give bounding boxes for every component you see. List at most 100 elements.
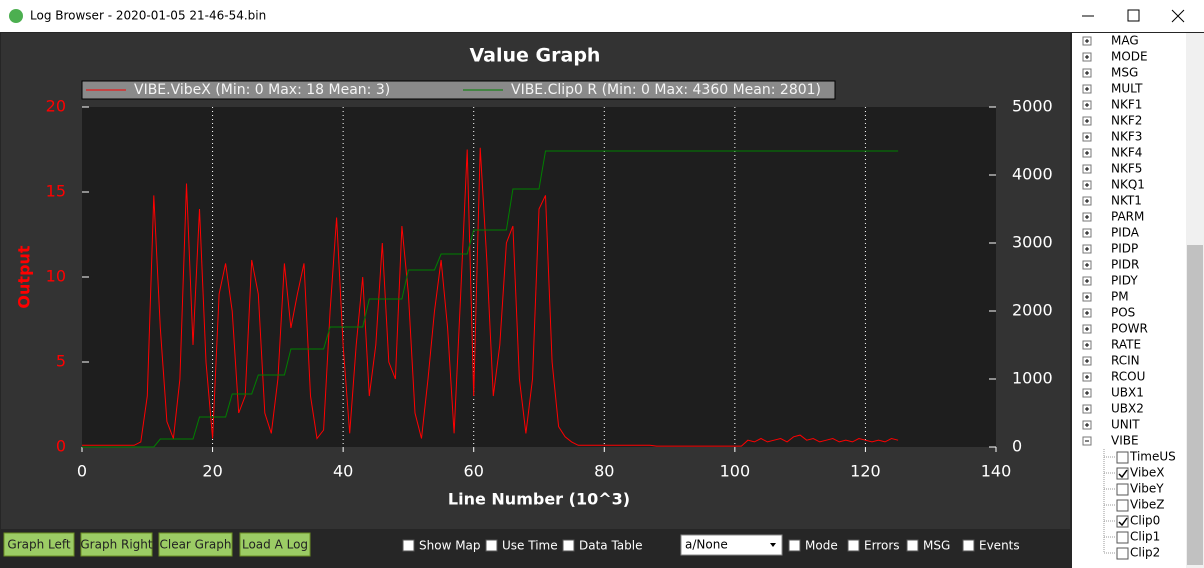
window-title: Log Browser - 2020-01-05 21-46-54.bin	[30, 9, 266, 23]
x-tick-label: 100	[720, 462, 751, 481]
tree-child[interactable]: VibeY	[1130, 482, 1164, 496]
x-tick-label: 0	[77, 462, 87, 481]
y2-tick-label: 4000	[1012, 165, 1053, 184]
x-tick-label: 60	[464, 462, 484, 481]
tree-item[interactable]: MODE	[1111, 50, 1148, 64]
option-checkbox[interactable]	[485, 539, 498, 552]
option-label: Show Map	[419, 539, 481, 553]
button[interactable]	[80, 532, 153, 557]
tree-item[interactable]: RCOU	[1111, 370, 1145, 384]
tree-item[interactable]: NKF4	[1111, 146, 1142, 160]
tree-item[interactable]: VIBE	[1111, 434, 1139, 448]
legend-label: VIBE.VibeX (Min: 0 Max: 18 Mean: 3)	[134, 82, 390, 98]
button-label: Graph Right	[80, 538, 153, 552]
button[interactable]	[239, 532, 311, 557]
y2-tick-label: 2000	[1012, 301, 1053, 320]
dynamic-layer: 0 20 40 60 80 100 120 1400510152001000200030004…	[3, 34, 1176, 560]
filter-checkbox[interactable]	[788, 539, 801, 552]
tree-item[interactable]: NKQ1	[1111, 178, 1145, 192]
x-tick-label: 40	[333, 462, 353, 481]
tree-checkbox[interactable]	[1116, 531, 1129, 544]
tree-item[interactable]: RATE	[1111, 338, 1141, 352]
tree-checkbox[interactable]	[1116, 547, 1129, 560]
y-tick-label: 5	[56, 352, 66, 371]
tree-checkbox[interactable]	[1116, 467, 1129, 480]
x-axis-label: Line Number (10^3)	[448, 490, 630, 509]
tree-child[interactable]: Clip1	[1130, 530, 1160, 544]
filter-label: Events	[979, 539, 1020, 553]
tree-item[interactable]: NKF2	[1111, 114, 1142, 128]
close-button[interactable]	[1171, 9, 1185, 23]
button-label: Load A Log	[242, 538, 308, 552]
tree-child[interactable]: TimeUS	[1129, 450, 1176, 464]
option-checkbox[interactable]	[402, 539, 415, 552]
y-tick-label: 20	[46, 97, 66, 116]
y-axis-label: Output	[15, 245, 34, 308]
x-tick-label: 80	[594, 462, 614, 481]
tree-item[interactable]: PIDR	[1111, 258, 1139, 272]
plot-area	[82, 107, 996, 447]
legend-label: VIBE.Clip0 R (Min: 0 Max: 4360 Mean: 280…	[511, 82, 821, 98]
check-mark	[1118, 469, 1128, 479]
tree-item[interactable]: UNIT	[1111, 418, 1140, 432]
check-mark	[1118, 517, 1128, 527]
dropdown-value: a/None	[685, 538, 728, 552]
filter-checkbox[interactable]	[962, 539, 975, 552]
series-line	[82, 147, 899, 447]
tree-item[interactable]: NKF1	[1111, 98, 1142, 112]
filter-checkbox[interactable]	[906, 539, 919, 552]
tree-child[interactable]: Clip0	[1130, 514, 1160, 528]
tree-checkbox[interactable]	[1116, 451, 1129, 464]
filter-label: MSG	[923, 539, 950, 553]
tree-item[interactable]: MAG	[1111, 34, 1139, 48]
option-label: Use Time	[502, 539, 558, 553]
option-label: Data Table	[579, 539, 643, 553]
option-checkbox[interactable]	[562, 539, 575, 552]
y-tick-label: 10	[46, 267, 66, 286]
tree-checkbox[interactable]	[1116, 515, 1129, 528]
button[interactable]	[158, 532, 233, 557]
tree-item[interactable]: POS	[1111, 306, 1135, 320]
tree-item[interactable]: PIDA	[1111, 226, 1140, 240]
x-tick-label: 120	[850, 462, 881, 481]
y-tick-label: 15	[46, 182, 66, 201]
y2-tick-label: 3000	[1012, 233, 1053, 252]
app-icon	[9, 9, 23, 23]
tree-item[interactable]: UBX1	[1111, 386, 1144, 400]
tree-checkbox[interactable]	[1116, 499, 1129, 512]
button[interactable]	[3, 532, 75, 557]
y2-tick-label: 5000	[1012, 97, 1053, 116]
button-label: Clear Graph	[159, 538, 231, 552]
tree-item[interactable]: PM	[1111, 290, 1129, 304]
tree-item[interactable]: NKT1	[1111, 194, 1142, 208]
tree-item[interactable]: UBX2	[1111, 402, 1144, 416]
y2-tick-label: 0	[1012, 437, 1022, 456]
title-bar	[0, 0, 1204, 32]
tree-item[interactable]: PARM	[1111, 210, 1144, 224]
scrollbar-thumb[interactable]	[1187, 245, 1203, 565]
tree-item[interactable]: RCIN	[1111, 354, 1140, 368]
tree-item[interactable]: MULT	[1111, 82, 1143, 96]
tree-item[interactable]: NKF5	[1111, 162, 1142, 176]
x-tick-label: 140	[981, 462, 1012, 481]
x-tick-label: 20	[202, 462, 222, 481]
tree-item[interactable]: PIDP	[1111, 242, 1138, 256]
filter-checkbox[interactable]	[847, 539, 860, 552]
button-label: Graph Left	[7, 538, 70, 552]
series-line	[82, 150, 899, 448]
tree-item[interactable]: PIDY	[1111, 274, 1138, 288]
y2-tick-label: 1000	[1012, 369, 1053, 388]
tree-child[interactable]: Clip2	[1130, 546, 1160, 560]
tree-item[interactable]: POWR	[1111, 322, 1148, 336]
tree-child[interactable]: VibeX	[1130, 466, 1165, 480]
dropdown-arrow	[770, 543, 776, 547]
tree-child[interactable]: VibeZ	[1130, 498, 1165, 512]
filter-label: Mode	[805, 539, 838, 553]
tree-item[interactable]: MSG	[1111, 66, 1138, 80]
dropdown[interactable]	[680, 534, 783, 556]
tree-item[interactable]: NKF3	[1111, 130, 1142, 144]
tree-checkbox[interactable]	[1116, 483, 1129, 496]
maximize-button[interactable]	[1127, 9, 1140, 22]
tree-panel	[1072, 33, 1204, 568]
